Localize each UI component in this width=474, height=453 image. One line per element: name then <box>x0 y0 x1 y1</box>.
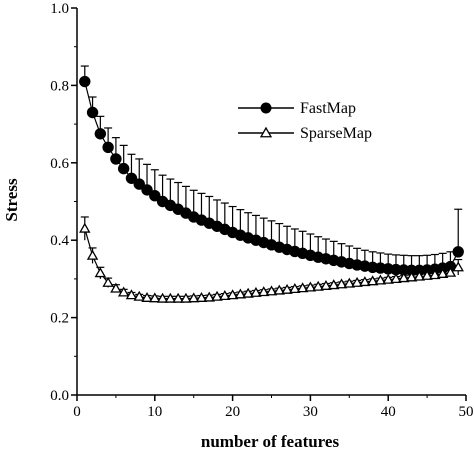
sparsemap-point <box>413 270 426 281</box>
y-axis-title: Stress <box>2 178 21 222</box>
sparsemap-point <box>398 272 410 283</box>
sparsemap-point <box>335 278 348 289</box>
sparsemap-point <box>429 269 441 280</box>
sparsemap-legend-label: SparseMap <box>300 125 372 142</box>
sparsemap-point <box>180 292 192 303</box>
sparsemap-point <box>195 291 208 302</box>
fastmap-point <box>102 141 114 154</box>
sparsemap-point <box>312 280 324 291</box>
y-tick-label: 0.0 <box>50 388 69 404</box>
sparsemap-point <box>351 276 363 287</box>
sparsemap-point <box>273 284 286 295</box>
y-tick-label: 1.0 <box>50 1 69 17</box>
sparsemap-point <box>86 249 99 260</box>
x-tick-label: 20 <box>225 404 240 420</box>
fastmap-legend-marker <box>260 102 272 114</box>
y-tick-label: 0.4 <box>50 233 69 249</box>
x-tick-label: 30 <box>303 404 318 420</box>
sparsemap-point <box>444 266 457 277</box>
sparsemap-point <box>359 276 371 287</box>
axes <box>76 8 466 396</box>
sparsemap-point <box>390 272 402 284</box>
sparsemap-point <box>149 292 161 303</box>
sparsemap-point <box>320 279 332 290</box>
sparsemap-point <box>405 271 418 282</box>
sparsemap-point <box>242 287 254 298</box>
sparsemap-point <box>436 267 449 278</box>
sparsemap-point <box>296 282 309 293</box>
sparsemap-legend-marker <box>259 126 273 138</box>
sparsemap-point <box>343 277 356 288</box>
sparsemap-point <box>226 289 239 300</box>
sparsemap-point <box>102 276 114 287</box>
tick-group: 0 10 20 30 40 50 0.0 0.2 0.4 0.6 0.8 1.0 <box>50 1 473 420</box>
sparsemap-point <box>257 286 270 297</box>
sparsemap-point <box>79 222 91 233</box>
fastmap-point <box>79 75 91 88</box>
sparsemap-point <box>219 290 231 301</box>
sparsemap-point <box>289 283 301 294</box>
x-axis-title: number of features <box>201 432 340 451</box>
sparsemap-point <box>164 292 177 303</box>
y-tick-label: 0.8 <box>50 78 69 94</box>
marker-group <box>79 75 464 303</box>
fastmap-point <box>86 106 99 119</box>
sparsemap-point <box>203 291 215 302</box>
sparsemap-point <box>234 288 247 299</box>
y-tick-label: 0.2 <box>50 311 69 327</box>
sparsemap-point <box>304 281 317 292</box>
x-tick-label: 50 <box>459 404 474 420</box>
fastmap-point <box>141 184 153 196</box>
sparsemap-point <box>187 292 200 303</box>
y-tick-label: 0.6 <box>50 156 69 172</box>
sparsemap-point <box>172 292 184 303</box>
sparsemap-point <box>452 261 464 272</box>
fastmap-point <box>117 162 130 175</box>
fastmap-point <box>452 246 464 258</box>
sparsemap-point <box>125 289 138 300</box>
sparsemap-point <box>141 291 153 302</box>
x-tick-label: 10 <box>147 404 162 420</box>
sparsemap-point <box>374 274 387 285</box>
sparsemap-point <box>94 267 107 278</box>
sparsemap-point <box>133 290 145 301</box>
sparsemap-point <box>366 275 379 286</box>
fastmap-point <box>149 189 161 202</box>
fastmap-point <box>125 172 138 184</box>
sparsemap-point <box>382 273 394 284</box>
sparsemap-point <box>265 285 278 296</box>
x-tick-label: 0 <box>73 404 81 420</box>
x-tick-label: 40 <box>381 404 396 420</box>
sparsemap-point <box>250 286 262 297</box>
legend: FastMap SparseMap <box>238 100 372 142</box>
sparsemap-point <box>110 282 122 293</box>
fastmap-point <box>110 153 122 165</box>
sparsemap-point <box>328 279 340 290</box>
fastmap-legend-label: FastMap <box>300 100 356 117</box>
sparsemap-point <box>281 283 293 294</box>
sparsemap-point <box>156 292 169 303</box>
fastmap-point <box>133 178 145 190</box>
fastmap-point <box>94 128 107 140</box>
sparsemap-point <box>211 290 223 301</box>
sparsemap-point <box>117 286 130 297</box>
sparsemap-point <box>421 269 433 280</box>
